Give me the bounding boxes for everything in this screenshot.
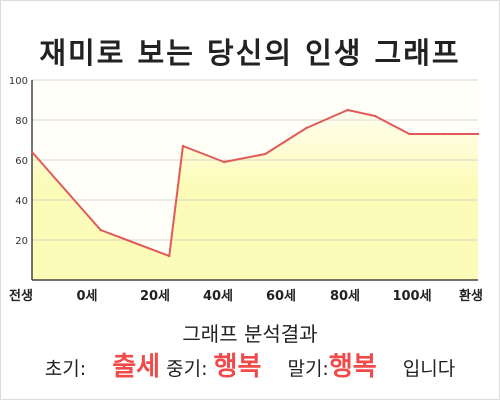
early-label: 초기: [44, 358, 87, 380]
data-point-9 [408, 132, 411, 136]
x-tick-label-2: 20세 [140, 289, 170, 304]
x-tick-label-3: 40세 [203, 289, 233, 304]
x-tick-label-4: 60세 [266, 289, 296, 304]
chart-title: 재미로 보는 당신의 인생 그래프 [39, 36, 461, 70]
data-point-3 [181, 144, 185, 148]
y-tick-label-20: 20 [15, 236, 28, 247]
y-tick-label-80: 80 [15, 116, 28, 127]
life-series-line [31, 109, 478, 257]
y-tick-label-60: 60 [15, 156, 28, 167]
analysis-title: 그래프 분석결과 [182, 322, 318, 346]
data-point-4 [222, 160, 226, 164]
y-tick-label-40: 40 [15, 196, 28, 207]
data-point-8 [373, 114, 377, 118]
analysis-result-line: 초기: 출세 중기: 행복 말기:행복 입니다 [0, 346, 500, 383]
x-tick-label-6: 100세 [392, 289, 431, 304]
x-tick-label-1: 0세 [76, 289, 97, 304]
mid-label: 중기: [166, 358, 208, 380]
mid-value: 행복 [213, 352, 262, 382]
x-tick-label-7: 환생 [459, 288, 483, 304]
data-point-6 [305, 126, 308, 130]
late-value: 행복 [328, 352, 377, 382]
data-point-5 [264, 152, 267, 156]
ending-text: 입니다 [402, 358, 456, 380]
area-fill [32, 110, 478, 280]
y-tick-label-100: 100 [9, 76, 28, 87]
x-tick-label-0: 전생 [9, 288, 33, 304]
x-tick-label-5: 80세 [330, 289, 360, 304]
data-point-0 [30, 150, 34, 154]
data-point-7 [346, 108, 349, 112]
data-point-1 [99, 228, 102, 232]
late-label: 말기: [287, 358, 329, 380]
data-point-2 [168, 254, 171, 258]
early-value: 출세 [112, 352, 161, 382]
data-point-11 [476, 132, 480, 136]
data-point-10 [442, 132, 445, 136]
